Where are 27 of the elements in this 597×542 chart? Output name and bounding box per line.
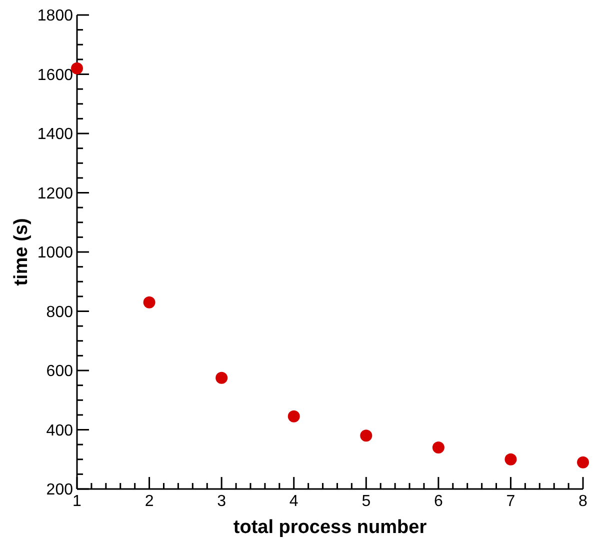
- y-tick-label: 400: [46, 422, 74, 440]
- y-tick-label: 1600: [37, 66, 74, 84]
- y-tick-label: 1400: [37, 126, 74, 144]
- point: [143, 296, 156, 308]
- y-tick-label: 1800: [37, 8, 74, 25]
- x-tick-label: 3: [217, 493, 226, 510]
- y-tick-label: 200: [46, 482, 74, 499]
- y-tick-label: 1000: [37, 244, 74, 262]
- x-tick-label: 8: [578, 493, 588, 510]
- x-tick-label: 4: [289, 493, 298, 510]
- x-tick-label: 7: [506, 493, 516, 510]
- point: [71, 62, 83, 74]
- x-tick-label: 2: [144, 493, 154, 510]
- point: [504, 453, 517, 466]
- point: [216, 372, 228, 384]
- point: [432, 442, 444, 454]
- x-tick-label: 6: [434, 493, 443, 510]
- x-axis-title: total process number: [233, 517, 428, 538]
- point: [577, 456, 589, 468]
- y-tick-label: 1200: [37, 185, 74, 202]
- y-tick-label: 800: [46, 304, 74, 321]
- point: [288, 410, 300, 422]
- y-tick-label: 600: [46, 363, 74, 380]
- y-axis-title: time (s): [11, 218, 32, 286]
- x-tick-label: 1: [72, 493, 82, 510]
- point: [360, 430, 372, 442]
- x-tick-label: 5: [362, 493, 371, 510]
